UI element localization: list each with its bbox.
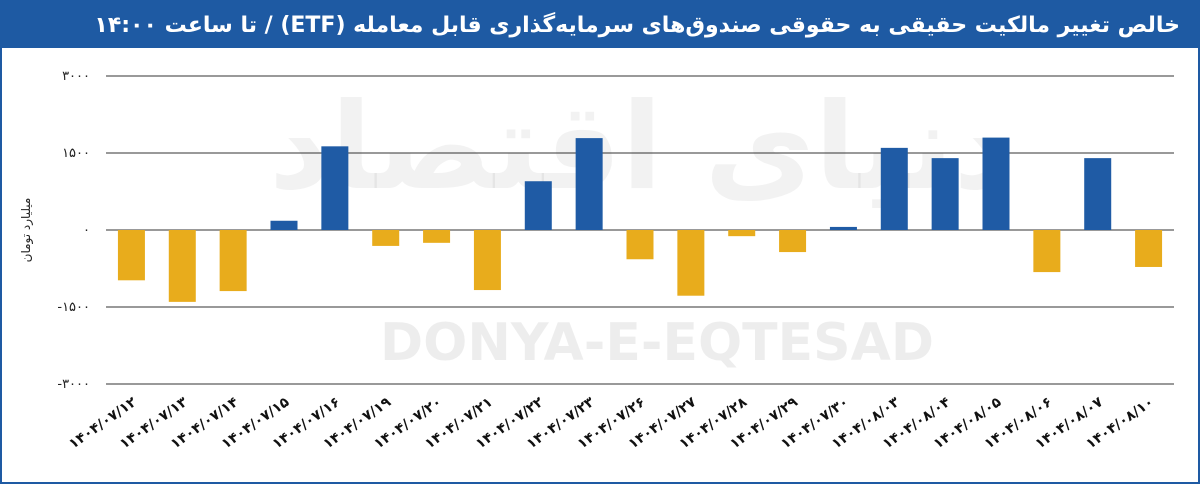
y-tick-label: ۱۵۰۰ [62,146,90,161]
bar [524,181,552,230]
watermark: دنیای اقتصاد DONYA-E-EQTESAD [269,78,1015,373]
bar [1135,230,1163,267]
bar-series [117,137,1163,302]
y-tick-label: ۰ [83,223,90,238]
bar [117,230,145,281]
bar [321,146,349,230]
x-axis-labels: ۱۴۰۴/۰۷/۱۲۱۴۰۴/۰۷/۱۳۱۴۰۴/۰۷/۱۴۱۴۰۴/۰۷/۱۵… [66,394,1157,452]
bar [829,226,857,230]
y-tick-label: -۱۵۰۰ [57,300,90,315]
bar [677,230,705,296]
chart-header: خالص تغییر مالکیت حقیقی به حقوقی صندوق‌ه… [2,2,1198,48]
bar [473,230,501,291]
bar [270,220,298,230]
y-tick-label: -۳۰۰۰ [57,377,90,392]
bar [219,230,247,292]
bar [728,230,756,237]
y-axis-label: میلیارد تومان [19,198,34,263]
bar [982,137,1010,230]
bar [880,147,908,230]
bar [1084,158,1112,230]
y-axis-ticks: ۳۰۰۰ ۱۵۰۰ ۰ -۱۵۰۰ -۳۰۰۰ [57,69,90,392]
chart-title: خالص تغییر مالکیت حقیقی به حقوقی صندوق‌ه… [94,12,1180,38]
bar [931,158,959,230]
bar [372,230,400,246]
y-tick-label: ۳۰۰۰ [62,69,90,84]
bar [423,230,451,243]
watermark-text: DONYA-E-EQTESAD [380,313,934,373]
bar [168,230,196,302]
bar [626,230,654,260]
bar [1033,230,1061,273]
bar [779,230,807,253]
bar-chart: دنیای اقتصاد DONYA-E-EQTESAD ۳۰۰۰ ۱۵۰۰ ۰ -۱… [19,69,1174,452]
bar [575,138,603,230]
